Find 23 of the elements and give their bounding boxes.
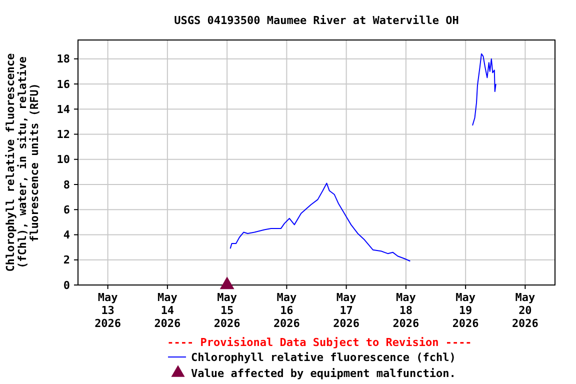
y-tick-label: 8	[63, 178, 70, 192]
text: ---- Provisional Data Subject to Revision ----	[167, 336, 472, 349]
y-tick-label: 12	[56, 128, 70, 142]
x-tick-label: May 15 2026	[214, 291, 241, 330]
x-tick-label: May 13 2026	[94, 291, 122, 330]
y-tick-label: 4	[63, 228, 70, 242]
y-tick-label: 2	[63, 254, 70, 267]
y-axis-title: Chlorophyll relative fluorescence (fChl), water, in situ, relative fluorescence units (RFU)	[4, 52, 41, 272]
y-tick-label: 6	[63, 203, 70, 216]
y-tick-label: 0	[63, 278, 70, 292]
x-tick-label: May 16 2026	[273, 291, 300, 330]
y-tick-label: 10	[56, 153, 70, 166]
x-tick-label: May 17 2026	[333, 291, 360, 330]
x-tick-label: May 18 2026	[392, 291, 420, 330]
chart-title: USGS 04193500 Maumee River at Waterville OH	[174, 14, 459, 27]
x-tick-label: May 19 2026	[452, 291, 480, 330]
y-tick-label: 16	[56, 78, 70, 91]
legend-label: Value affected by equipment malfunction.	[191, 367, 456, 380]
x-tick-label: May 20 2026	[512, 291, 539, 330]
y-tick-label: 14	[56, 102, 70, 116]
y-tick-label: 18	[56, 52, 70, 66]
legend-label: Chlorophyll relative fluorescence (fchl)	[191, 351, 456, 364]
x-tick-label: May 14 2026	[154, 291, 182, 330]
